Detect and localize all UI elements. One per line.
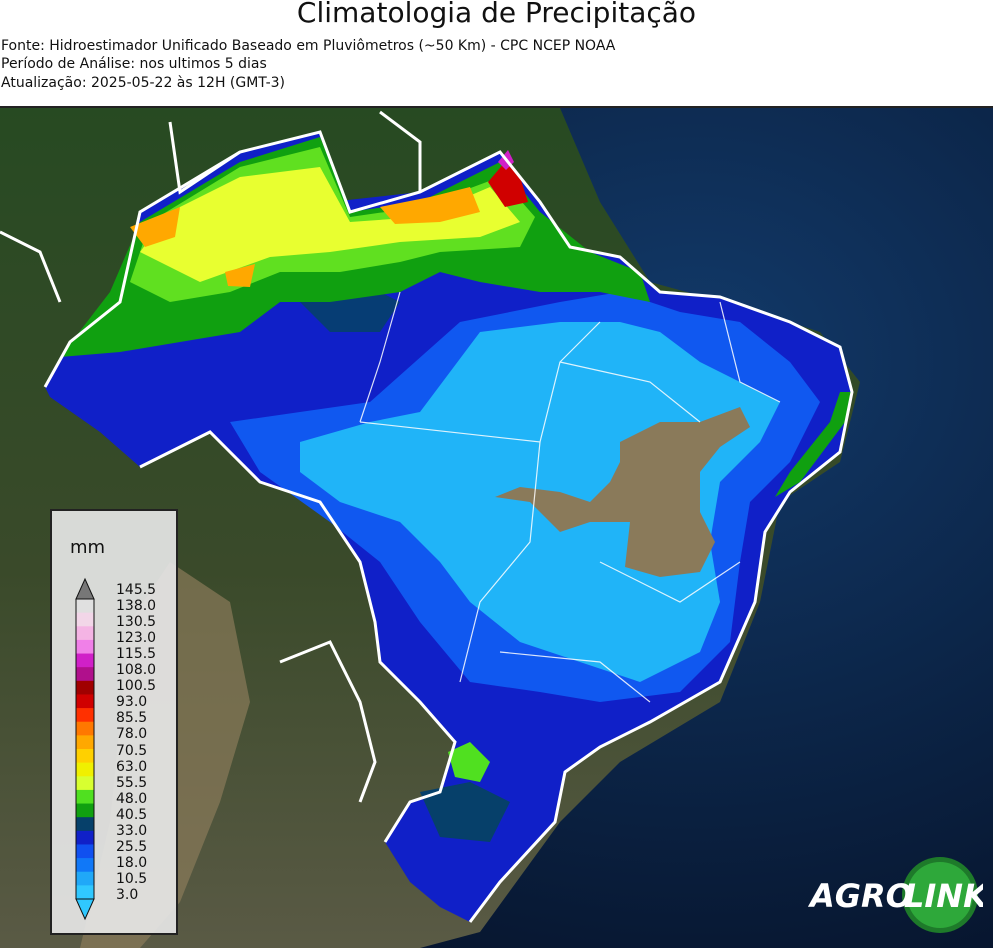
legend-tick-label: 85.5	[116, 710, 148, 727]
colorbar-bin	[76, 639, 94, 655]
legend-tick-label: 145.5	[116, 582, 157, 598]
source-text: Fonte: Hidroestimador Unificado Baseado …	[1, 38, 616, 54]
colorbar-bin	[76, 694, 94, 709]
state-borders	[359, 291, 781, 703]
colorbar-bin	[76, 749, 94, 764]
legend-panel	[50, 509, 178, 935]
colorbar-bin	[76, 653, 94, 668]
map-title: Climatologia de Precipitação	[296, 0, 697, 29]
colorbar-bin	[76, 858, 94, 873]
legend-tick-label: 130.5	[116, 614, 157, 631]
legend-colorbar	[75, 577, 95, 921]
legend-tick-label: 25.5	[116, 838, 148, 855]
period-text: Período de Análise: nos ultimos 5 dias	[1, 56, 267, 72]
precip-band-green-south	[448, 742, 490, 782]
colorbar-bin	[76, 885, 94, 900]
colorbar-bin	[76, 612, 94, 627]
colorbar-bottom-triangle	[75, 898, 95, 921]
precip-band-red	[488, 162, 528, 207]
legend-tick-label: 108.0	[116, 662, 157, 679]
updated-text: Atualização: 2025-05-22 às 12H (GMT-3)	[1, 75, 285, 91]
legend-unit: mm	[70, 537, 106, 558]
svg-text:AGRO: AGRO	[808, 877, 913, 915]
legend-tick-label: 33.0	[116, 822, 148, 839]
colorbar-bin	[76, 776, 94, 791]
colorbar-bin	[76, 844, 94, 859]
legend-tick-label: 123.0	[116, 630, 157, 647]
agrolink-logo: AGRO LINK	[808, 857, 983, 933]
legend-tick-label: 48.0	[116, 790, 148, 807]
colorbar-bin	[76, 721, 94, 736]
colorbar-bin	[76, 626, 94, 641]
precip-band-south-teal	[420, 782, 510, 842]
legend-tick-label: 138.0	[116, 598, 157, 615]
colorbar-bin	[76, 667, 94, 682]
colorbar-bin	[76, 599, 94, 614]
country-borders	[0, 110, 854, 923]
colorbar-bin	[76, 762, 94, 777]
legend-tick-label: 63.0	[116, 758, 148, 775]
colorbar-outline	[75, 598, 95, 900]
colorbar-bin	[76, 708, 94, 723]
colorbar-bin	[76, 680, 94, 695]
legend-tick-label: 3.0	[116, 887, 139, 903]
legend-tick-label: 78.0	[116, 726, 148, 743]
svg-text:LINK: LINK	[904, 877, 983, 915]
precip-band-orange	[130, 187, 480, 287]
dry-area	[495, 407, 750, 577]
header: Climatologia de Precipitação Fonte: Hidr…	[0, 0, 993, 106]
legend-tick-label: 10.5	[116, 870, 148, 887]
legend-tick-label: 70.5	[116, 742, 148, 759]
colorbar-bin	[76, 830, 94, 845]
colorbar-bin	[76, 871, 94, 886]
colorbar-top-triangle	[75, 577, 95, 600]
colorbar-bin	[76, 803, 94, 818]
legend-tick-label: 55.5	[116, 774, 148, 791]
precip-band-yellow	[140, 167, 520, 282]
colorbar-bin	[76, 735, 94, 750]
legend-tick-label: 100.5	[116, 678, 157, 695]
legend-tick-label: 18.0	[116, 854, 148, 871]
precip-band-green-coast	[775, 392, 852, 497]
colorbar-bin	[76, 789, 94, 805]
legend-tick-label: 93.0	[116, 694, 148, 711]
colorbar-bin	[76, 817, 94, 832]
legend-tick-label: 115.5	[116, 646, 157, 663]
legend-tick-label: 40.5	[116, 806, 148, 823]
